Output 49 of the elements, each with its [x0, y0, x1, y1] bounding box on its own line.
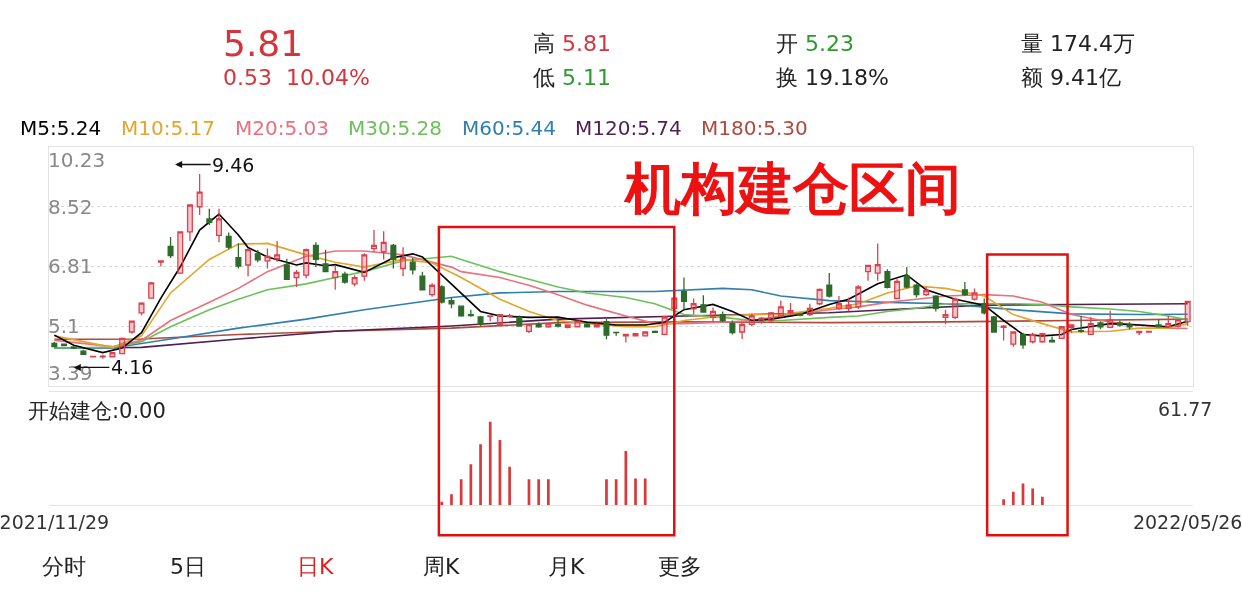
text: 开 5.23	[776, 31, 854, 56]
bar	[450, 494, 453, 506]
bar	[546, 479, 550, 506]
bar	[479, 444, 482, 506]
text: 5日	[170, 554, 206, 579]
text: 换 19.18%	[776, 65, 889, 90]
x-tick-label: 2021/11/29	[0, 510, 110, 533]
bar	[634, 478, 637, 506]
bar	[624, 450, 628, 506]
annotation: 机构建仓区间	[623, 156, 961, 221]
y-tick-label: 6.81	[48, 254, 93, 279]
text: M10:5.17	[121, 116, 215, 140]
chart-title: 开始建仓:0.00	[28, 399, 166, 423]
bar	[643, 478, 647, 506]
text: 分时	[42, 554, 86, 579]
text: 月K	[548, 554, 585, 579]
text: M20:5.03	[235, 116, 329, 140]
annotation: 4.16	[111, 356, 154, 378]
text: 更多	[658, 554, 702, 579]
bar	[459, 479, 463, 506]
bar	[1031, 488, 1035, 506]
text: 低 5.11	[533, 65, 611, 90]
text: 量 174.4万	[1021, 31, 1135, 56]
text: 额 9.41亿	[1021, 65, 1121, 90]
text: M120:5.74	[575, 116, 682, 140]
bar	[1002, 499, 1005, 506]
bar	[440, 501, 444, 506]
text: M5:5.24	[20, 116, 102, 140]
text: 周K	[423, 554, 460, 579]
text: M30:5.28	[348, 116, 442, 140]
bar	[488, 421, 492, 506]
bar	[1011, 491, 1015, 506]
bar	[508, 466, 511, 506]
y-tick-label: 5.1	[48, 314, 80, 339]
bar	[605, 479, 608, 506]
y-tick-label: 8.52	[48, 194, 93, 219]
text: M60:5.44	[462, 116, 556, 140]
text: M180:5.30	[701, 116, 808, 140]
bar	[537, 479, 541, 506]
x-tick-label: 2022/05/26	[1132, 510, 1242, 533]
text: 0.53 10.04%	[223, 65, 370, 90]
annotation: 9.46	[212, 154, 255, 176]
bar	[614, 479, 618, 506]
bar	[1041, 496, 1044, 506]
text: 5.81	[223, 23, 304, 64]
text: 高 5.81	[533, 31, 611, 56]
text: 日K	[297, 554, 334, 579]
text: 61.77	[1158, 398, 1213, 420]
y-tick-label: 10.23	[48, 148, 106, 173]
